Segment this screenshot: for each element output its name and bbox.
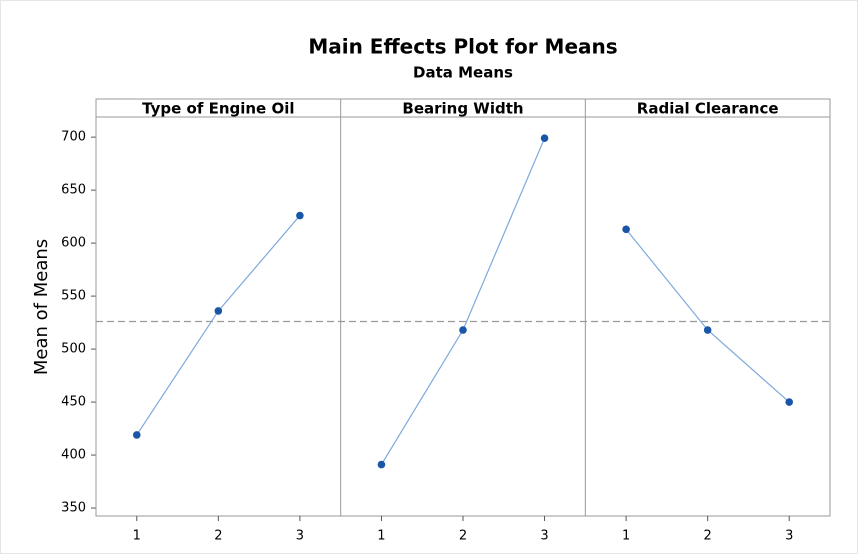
- mean-point: [296, 211, 304, 220]
- panel-title: Type of Engine Oil: [142, 100, 294, 118]
- y-tick-label: 450: [61, 395, 86, 410]
- chart-subtitle: Data Means: [413, 64, 513, 82]
- mean-point: [540, 134, 549, 142]
- y-axis-label: Mean of Means: [31, 239, 52, 375]
- x-tick-label: 1: [622, 529, 630, 544]
- panel-title: Bearing Width: [402, 100, 523, 118]
- y-tick-label: 600: [61, 236, 86, 251]
- y-tick-label: 700: [61, 130, 86, 145]
- x-tick-label: 2: [214, 529, 222, 544]
- chart-title: Main Effects Plot for Means: [308, 35, 617, 59]
- x-tick-label: 2: [459, 529, 467, 544]
- panel-title: Radial Clearance: [637, 100, 779, 118]
- mean-point: [785, 398, 794, 406]
- x-tick-label: 2: [704, 529, 712, 544]
- mean-point: [214, 307, 223, 315]
- mean-point: [132, 431, 141, 439]
- x-tick-label: 3: [296, 529, 304, 544]
- y-tick-label: 650: [61, 183, 86, 198]
- x-tick-label: 1: [377, 529, 385, 544]
- x-tick-label: 3: [540, 529, 548, 544]
- y-tick-label: 550: [61, 289, 86, 304]
- y-tick-label: 400: [61, 448, 86, 463]
- mean-point: [377, 460, 386, 469]
- mean-point: [459, 326, 467, 334]
- x-tick-label: 3: [785, 529, 793, 544]
- mean-point: [622, 225, 630, 234]
- y-tick-label: 350: [61, 501, 86, 516]
- x-tick-label: 1: [133, 529, 141, 544]
- y-tick-label: 500: [61, 342, 86, 357]
- mean-point: [703, 326, 712, 334]
